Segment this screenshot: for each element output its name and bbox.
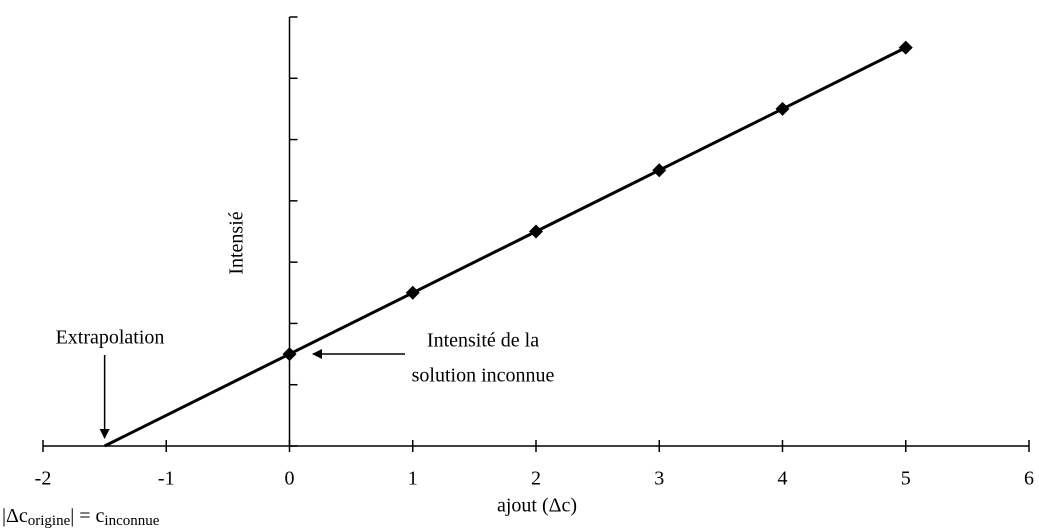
extrapolation-line [103,352,291,448]
x-tick-label: 3 [654,468,664,490]
x-tick-label: 6 [1024,468,1034,490]
annotation: solution inconnue [412,365,555,387]
x-tick-label: 0 [285,468,295,490]
x-tick-label: 2 [531,468,541,490]
data-point [529,224,543,239]
data-point [775,101,790,116]
x-axis-label: ajout (Δc) [497,495,577,517]
y-axis-label: Intensié [226,211,248,274]
note-sub: inconnue [104,513,159,528]
note: |Δcorigine| = cinconnue [2,505,160,528]
data-point [405,285,420,300]
x-tick-label: 1 [408,468,418,490]
annotation: Extrapolation [56,327,165,349]
data-point [652,163,667,178]
annotation: Intensité de la [427,330,539,352]
data-point [282,347,297,362]
x-tick-label: -2 [35,468,52,490]
x-tick-label: 4 [778,468,788,490]
data-line [288,46,907,356]
data-point [898,40,913,55]
x-tick-label: 5 [901,468,911,490]
note-part: | = c [70,505,104,527]
x-tick-label: -1 [158,468,175,490]
note-part: |Δc [2,505,28,527]
note-sub: origine [28,513,71,528]
